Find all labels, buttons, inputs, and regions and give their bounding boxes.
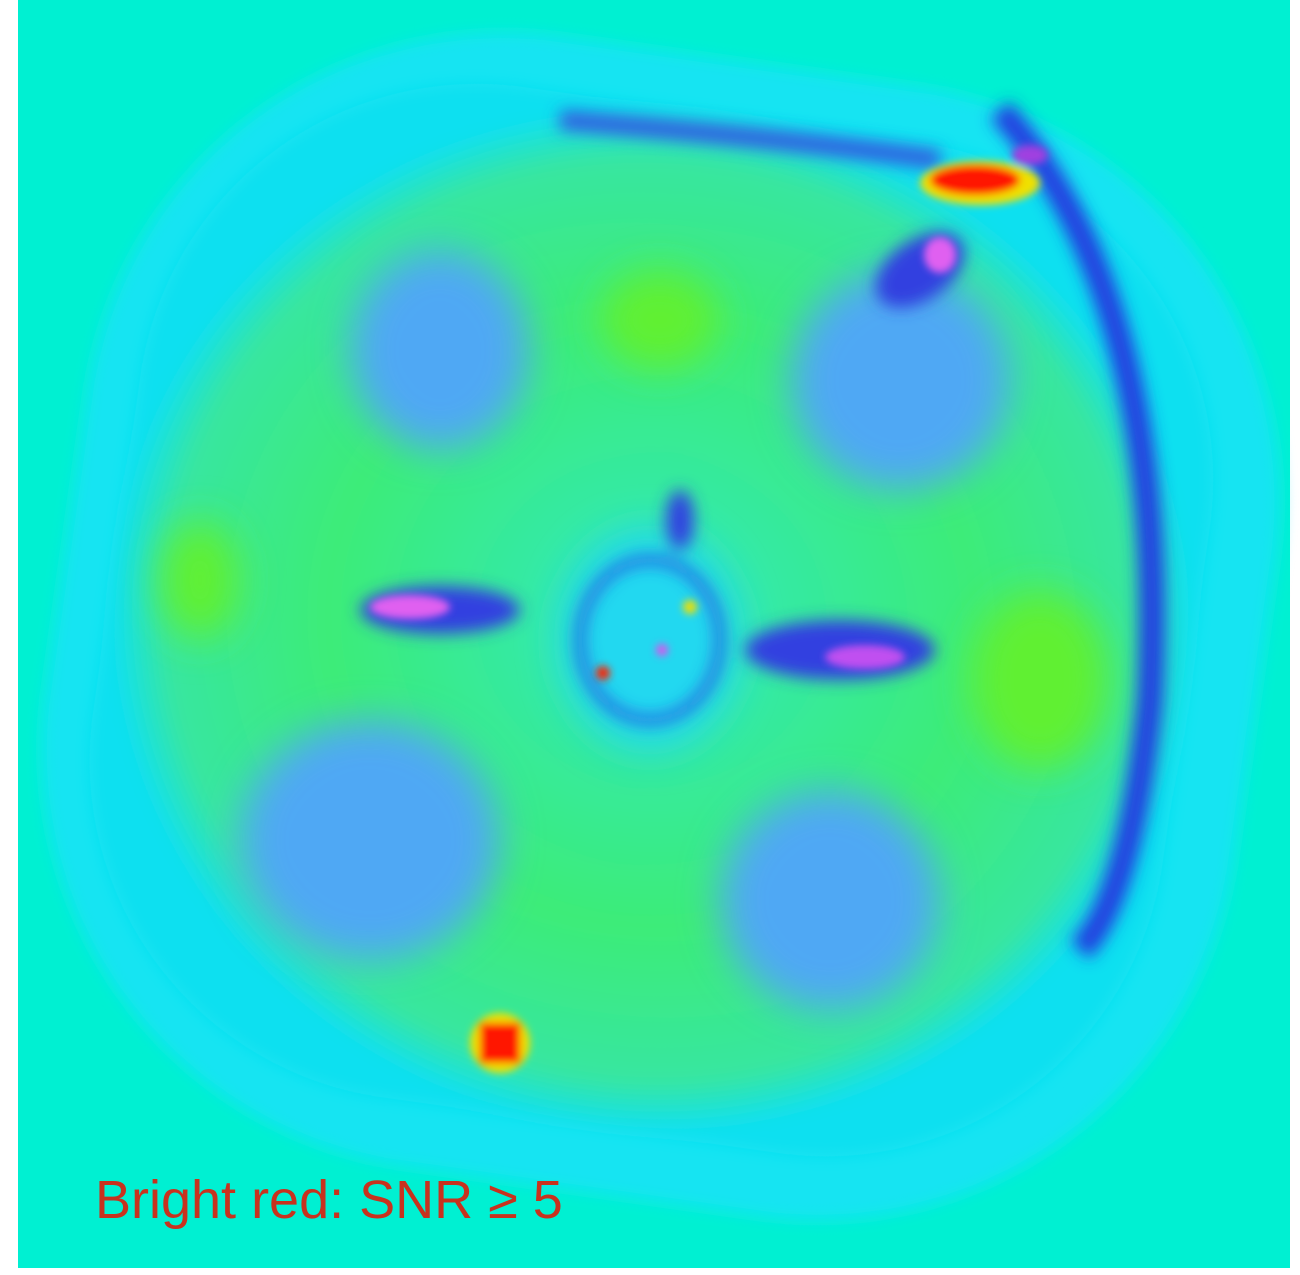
snr-map: Bright red: SNR ≥ 5 [0,0,1300,1275]
caption: Bright red: SNR ≥ 5 [95,1170,563,1230]
page: Bright red: SNR ≥ 5 (() => { const data … [0,0,1300,1275]
